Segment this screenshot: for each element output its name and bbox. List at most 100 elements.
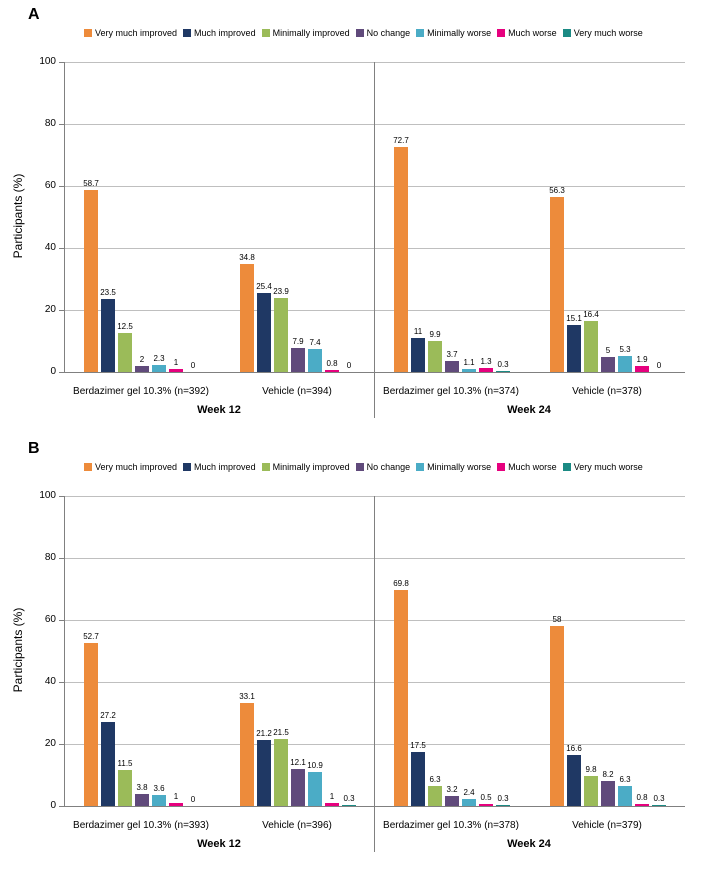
legend-label: Much improved [194,462,256,472]
bar [325,803,339,806]
gridline [65,62,685,63]
bar-value-label: 11 [414,327,422,336]
bar [240,264,254,372]
legend-swatch [497,463,505,471]
legend-label: Much worse [508,462,557,472]
legend-swatch [183,463,191,471]
legend-label: Very much improved [95,462,177,472]
bar [584,776,598,806]
y-axis-label: Participants (%) [11,156,25,276]
bar-value-label: 6.3 [619,775,630,784]
panel-B: B52.727.211.53.83.61033.121.221.512.110.… [0,440,708,866]
group-label: Berdazimer gel 10.3% (n=393) [73,820,209,831]
vertical-separator [374,496,375,852]
bar-value-label: 2 [140,355,144,364]
bar [118,333,132,372]
panel-label: B [28,440,40,458]
bar [135,794,149,806]
bar-value-label: 3.7 [446,350,457,359]
legend-swatch [356,463,364,471]
bar-value-label: 0 [191,795,195,804]
legend-label: Very much worse [574,462,643,472]
bar [496,805,510,806]
bar-value-label: 1 [174,792,178,801]
bar [291,769,305,807]
group-label: Vehicle (n=378) [572,386,642,397]
bar-value-label: 0 [657,361,661,370]
bar [342,805,356,806]
bar-value-label: 0.8 [326,359,337,368]
ytick-mark [59,186,64,187]
bar [394,590,408,806]
bar [584,321,598,372]
bar-value-label: 0 [191,361,195,370]
bar-value-label: 0.3 [343,794,354,803]
legend-item: No change [356,28,411,38]
bar-value-label: 3.8 [136,783,147,792]
bar-value-label: 7.4 [309,338,320,347]
ytick-label: 60 [34,614,56,625]
panel-label: A [28,6,40,24]
panel-A: A58.723.512.522.31034.825.423.97.97.40.8… [0,6,708,432]
bar [118,770,132,806]
bar-value-label: 27.2 [100,711,116,720]
ytick-label: 20 [34,738,56,749]
legend-item: Much worse [497,462,557,472]
bar [308,772,322,806]
bar-value-label: 1.9 [636,355,647,364]
legend-swatch [497,29,505,37]
bar [411,338,425,372]
bar [257,293,271,372]
legend-item: Much worse [497,28,557,38]
legend-swatch [262,463,270,471]
ytick-label: 0 [34,366,56,377]
ytick-mark [59,620,64,621]
bar [618,786,632,806]
figure: A58.723.512.522.31034.825.423.97.97.40.8… [0,0,708,886]
bar [496,371,510,372]
ytick-label: 40 [34,242,56,253]
group-label: Berdazimer gel 10.3% (n=392) [73,386,209,397]
bar-value-label: 0.8 [636,793,647,802]
bar-value-label: 2.4 [463,788,474,797]
bar-value-label: 8.2 [602,770,613,779]
ytick-mark [59,558,64,559]
legend: Very much improved Much improved Minimally… [84,462,643,472]
bar [411,752,425,806]
bar [394,147,408,372]
legend-swatch [84,463,92,471]
bar-value-label: 58.7 [83,179,99,188]
ytick-label: 40 [34,676,56,687]
bar-value-label: 0.3 [653,794,664,803]
bar-value-label: 33.1 [239,692,255,701]
bar [567,755,581,806]
bar-value-label: 5 [606,346,610,355]
bar-value-label: 21.5 [273,728,289,737]
bar [601,781,615,806]
bar [169,369,183,372]
vertical-separator [374,62,375,418]
ytick-mark [59,806,64,807]
bar [445,796,459,806]
gridline [65,744,685,745]
bar-value-label: 15.1 [566,314,582,323]
bar-value-label: 16.4 [583,310,599,319]
bar-value-label: 21.2 [256,729,272,738]
bar-value-label: 52.7 [83,632,99,641]
ytick-label: 60 [34,180,56,191]
bar-value-label: 16.6 [566,744,582,753]
bar [325,370,339,372]
legend-label: Very much worse [574,28,643,38]
bar-value-label: 0.5 [480,793,491,802]
bar [257,740,271,806]
bar-value-label: 1 [330,792,334,801]
bar [618,356,632,372]
legend-swatch [416,29,424,37]
bar-value-label: 2.3 [153,354,164,363]
legend-label: Minimally worse [427,462,491,472]
bar [152,795,166,806]
ytick-mark [59,124,64,125]
bar [428,786,442,806]
legend-item: Minimally improved [262,28,350,38]
bar [550,626,564,806]
